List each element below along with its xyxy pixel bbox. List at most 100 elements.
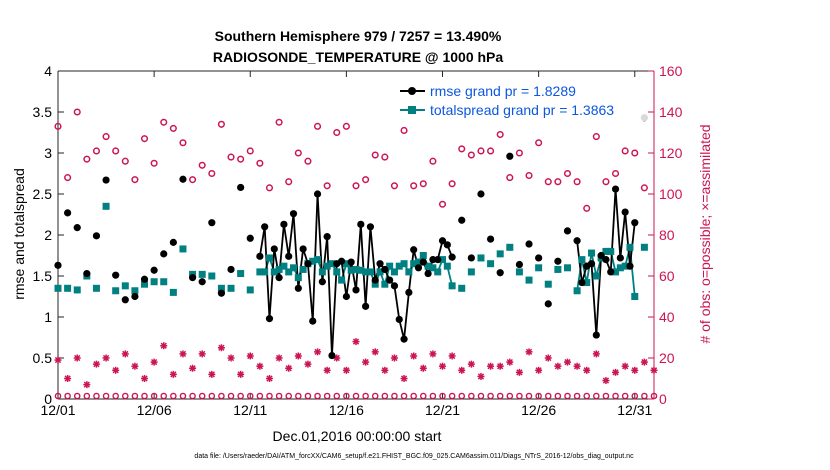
star-stroke bbox=[324, 367, 331, 374]
star-stroke bbox=[189, 365, 196, 372]
possible-obs-point bbox=[611, 169, 620, 178]
possible-obs-point bbox=[535, 139, 543, 147]
rmse-point bbox=[434, 256, 442, 264]
star-stroke bbox=[352, 338, 360, 345]
possible-obs-point bbox=[73, 108, 81, 116]
spread-point bbox=[112, 287, 120, 295]
rmse-point bbox=[592, 331, 600, 339]
star-stroke bbox=[247, 352, 254, 360]
rmse-line-segment bbox=[283, 224, 290, 257]
possible-obs-point bbox=[140, 135, 149, 143]
axis-ticks: 12/01 12/06 12/11 12/16 12/21 12/26 12/31 0 0.5 1… bbox=[33, 63, 683, 418]
zero-obs-point bbox=[343, 392, 350, 400]
rmse-point bbox=[261, 223, 269, 231]
zero-obs-point bbox=[468, 392, 475, 400]
star-stroke bbox=[545, 354, 552, 362]
assimilated-obs-point bbox=[592, 350, 600, 358]
rmse-point bbox=[515, 260, 524, 269]
star-stroke bbox=[362, 358, 369, 366]
spread-point bbox=[366, 268, 374, 276]
possible-obs-point bbox=[419, 180, 427, 188]
zero-obs-point bbox=[410, 392, 417, 400]
rmse-point bbox=[64, 209, 72, 217]
assimilated-obs-point bbox=[217, 344, 225, 352]
spread-point bbox=[390, 268, 398, 276]
zero-obs-point bbox=[64, 392, 71, 400]
zero-obs-point bbox=[150, 392, 158, 400]
rmse-point bbox=[280, 220, 288, 228]
zero-obs-point bbox=[304, 392, 312, 400]
assimilated-obs-point bbox=[429, 350, 437, 358]
possible-obs-point bbox=[313, 122, 322, 130]
star-stroke bbox=[535, 367, 542, 374]
y-tick-label-right: 120 bbox=[659, 145, 683, 161]
spread-point bbox=[535, 264, 543, 272]
rmse-point bbox=[169, 238, 177, 246]
possible-obs-point bbox=[169, 124, 177, 132]
y-tick-label-right: 160 bbox=[659, 63, 683, 79]
legend-rmse-marker bbox=[408, 87, 416, 95]
assimilated-obs-point bbox=[256, 362, 264, 370]
y-tick-label-right: 20 bbox=[659, 350, 675, 366]
x-tick-label: 12/11 bbox=[233, 402, 267, 418]
zero-obs-point bbox=[602, 392, 610, 400]
rmse-point bbox=[477, 190, 485, 198]
assimilated-obs-point bbox=[314, 348, 322, 356]
rmse-point bbox=[506, 152, 514, 160]
rmse-point bbox=[419, 258, 427, 266]
rmse-point bbox=[631, 219, 639, 227]
assimilated-obs-point bbox=[189, 364, 197, 372]
footnote: data file: /Users/raeder/DAI/ATM_forcXX/… bbox=[194, 453, 634, 460]
star-stroke bbox=[468, 361, 475, 368]
rmse-point bbox=[73, 224, 81, 232]
possible-obs-point bbox=[554, 178, 562, 186]
spread-point bbox=[395, 262, 403, 270]
rmse-line-segment bbox=[369, 226, 377, 281]
assimilated-obs-point bbox=[342, 366, 350, 374]
possible-obs-point bbox=[333, 128, 341, 137]
star-stroke bbox=[554, 363, 562, 370]
spread-point bbox=[434, 268, 442, 276]
assimilated-obs-point bbox=[400, 375, 408, 382]
rmse-point bbox=[347, 258, 355, 266]
rmse-point bbox=[150, 266, 158, 274]
y-axis-right-label: # of obs: o=possible; ×=assimilated bbox=[697, 124, 713, 343]
rmse-point bbox=[381, 265, 389, 274]
possible-obs-point bbox=[112, 147, 120, 155]
rmse-point bbox=[414, 264, 423, 272]
y-tick-label: 0.5 bbox=[33, 350, 53, 366]
rmse-point bbox=[285, 252, 293, 260]
zero-obs-point bbox=[333, 392, 341, 400]
rmse-point bbox=[357, 220, 365, 228]
spread-point bbox=[544, 280, 552, 288]
rmse-point bbox=[160, 250, 168, 258]
rmse-point bbox=[54, 261, 62, 269]
zero-obs-point bbox=[170, 392, 177, 400]
zero-obs-point bbox=[208, 392, 216, 400]
star-stroke bbox=[295, 352, 302, 360]
possible-obs-point bbox=[246, 147, 254, 155]
star-stroke bbox=[410, 352, 417, 360]
star-stroke bbox=[593, 350, 600, 358]
zero-obs-point bbox=[256, 392, 264, 400]
chart-subtitle: RADIOSONDE_TEMPERATURE @ 1000 hPa bbox=[213, 49, 504, 65]
possible-obs-point bbox=[256, 159, 264, 167]
possible-obs-point bbox=[362, 176, 370, 184]
assimilated-obs-point bbox=[640, 358, 648, 366]
zero-obs-point bbox=[227, 392, 235, 400]
zero-obs-point bbox=[650, 392, 658, 400]
spread-point bbox=[602, 247, 610, 255]
star-stroke bbox=[391, 354, 398, 362]
assimilated-obs-point bbox=[73, 354, 81, 362]
star-stroke bbox=[122, 350, 129, 358]
rmse-point bbox=[270, 245, 278, 253]
spread-point bbox=[246, 286, 254, 294]
possible-obs-point bbox=[563, 169, 572, 178]
spread-point bbox=[573, 287, 581, 295]
spread-point bbox=[285, 268, 293, 276]
possible-obs-point bbox=[121, 157, 129, 165]
zero-obs-point bbox=[323, 392, 331, 400]
assimilated-obs-point bbox=[141, 375, 149, 382]
zero-obs-point bbox=[266, 392, 273, 400]
spread-point bbox=[323, 262, 331, 270]
